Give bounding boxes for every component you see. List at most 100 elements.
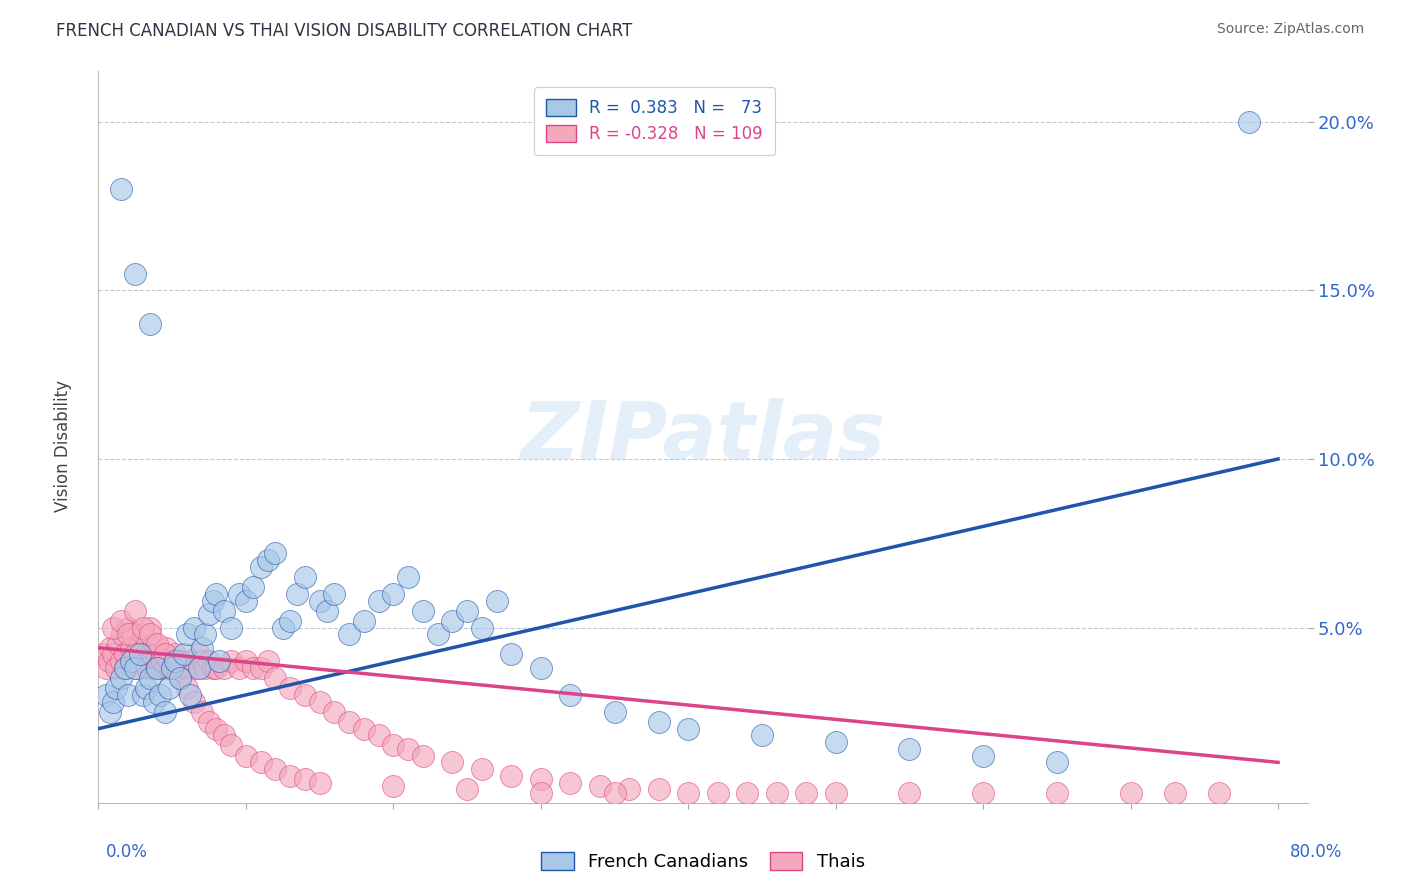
- Point: [530, 772, 553, 787]
- Point: [249, 661, 271, 675]
- Point: [115, 661, 138, 675]
- Point: [183, 695, 205, 709]
- Point: [129, 654, 152, 668]
- Point: [235, 593, 257, 607]
- Point: [316, 604, 339, 618]
- Point: [110, 671, 132, 685]
- Point: [117, 621, 139, 635]
- Point: [190, 640, 212, 655]
- Point: [619, 782, 641, 797]
- Point: [412, 604, 434, 618]
- Point: [173, 661, 195, 675]
- Point: [678, 786, 700, 800]
- Point: [228, 587, 250, 601]
- Point: [190, 654, 212, 668]
- Point: [456, 604, 478, 618]
- Point: [1164, 786, 1187, 800]
- Point: [485, 593, 508, 607]
- Point: [157, 681, 180, 696]
- Point: [198, 714, 221, 729]
- Point: [824, 735, 846, 749]
- Point: [898, 786, 921, 800]
- Legend: R =  0.383   N =   73, R = -0.328   N = 109: R = 0.383 N = 73, R = -0.328 N = 109: [534, 87, 775, 155]
- Point: [131, 627, 153, 641]
- Point: [560, 775, 582, 789]
- Point: [765, 786, 787, 800]
- Point: [396, 742, 419, 756]
- Point: [139, 671, 162, 685]
- Point: [98, 705, 121, 719]
- Point: [257, 553, 280, 567]
- Point: [228, 661, 250, 675]
- Text: 0.0%: 0.0%: [105, 843, 148, 861]
- Point: [530, 661, 553, 675]
- Text: FRENCH CANADIAN VS THAI VISION DISABILITY CORRELATION CHART: FRENCH CANADIAN VS THAI VISION DISABILIT…: [56, 22, 633, 40]
- Point: [149, 688, 172, 702]
- Point: [287, 587, 309, 601]
- Point: [94, 688, 117, 702]
- Point: [751, 728, 773, 742]
- Point: [153, 661, 176, 675]
- Point: [264, 546, 287, 560]
- Point: [110, 614, 132, 628]
- Point: [187, 648, 209, 662]
- Point: [1208, 786, 1230, 800]
- Point: [135, 648, 157, 662]
- Point: [173, 648, 195, 662]
- Point: [110, 182, 132, 196]
- Point: [294, 772, 316, 787]
- Point: [98, 640, 121, 655]
- Point: [1046, 786, 1069, 800]
- Point: [212, 604, 235, 618]
- Point: [353, 614, 375, 628]
- Point: [264, 671, 287, 685]
- Point: [117, 688, 139, 702]
- Point: [208, 654, 231, 668]
- Point: [205, 722, 228, 736]
- Point: [110, 654, 132, 668]
- Point: [257, 654, 280, 668]
- Point: [202, 661, 225, 675]
- Point: [603, 705, 626, 719]
- Point: [235, 748, 257, 763]
- Point: [135, 681, 157, 696]
- Point: [117, 627, 139, 641]
- Point: [603, 786, 626, 800]
- Point: [308, 593, 330, 607]
- Point: [212, 728, 235, 742]
- Point: [160, 661, 183, 675]
- Point: [124, 661, 146, 675]
- Text: Source: ZipAtlas.com: Source: ZipAtlas.com: [1216, 22, 1364, 37]
- Point: [501, 769, 523, 783]
- Point: [308, 775, 330, 789]
- Point: [264, 762, 287, 776]
- Point: [101, 695, 124, 709]
- Point: [396, 570, 419, 584]
- Point: [353, 722, 375, 736]
- Point: [91, 648, 114, 662]
- Point: [120, 654, 142, 668]
- Point: [169, 671, 191, 685]
- Point: [219, 739, 242, 753]
- Point: [278, 681, 301, 696]
- Point: [212, 661, 235, 675]
- Point: [205, 661, 228, 675]
- Point: [456, 782, 478, 797]
- Point: [412, 748, 434, 763]
- Point: [131, 688, 153, 702]
- Point: [176, 627, 198, 641]
- Point: [128, 637, 150, 651]
- Point: [382, 779, 405, 793]
- Point: [114, 648, 136, 662]
- Point: [972, 786, 994, 800]
- Point: [648, 782, 671, 797]
- Point: [249, 559, 271, 574]
- Point: [97, 654, 120, 668]
- Point: [501, 648, 523, 662]
- Point: [183, 621, 205, 635]
- Point: [190, 705, 212, 719]
- Point: [898, 742, 921, 756]
- Point: [441, 614, 464, 628]
- Point: [426, 627, 449, 641]
- Point: [278, 769, 301, 783]
